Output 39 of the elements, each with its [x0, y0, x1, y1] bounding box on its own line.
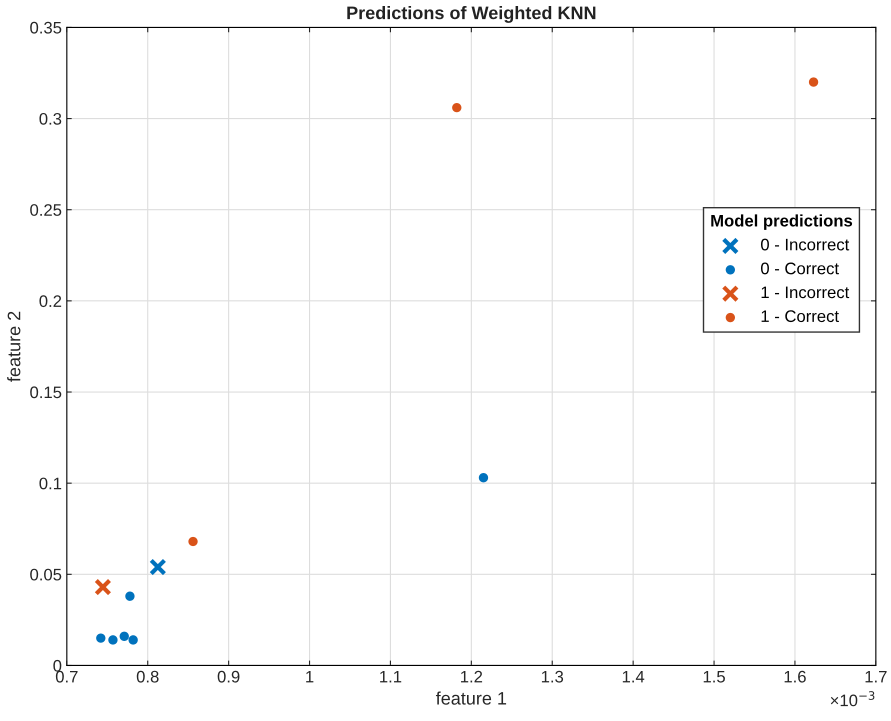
x-tick-label: 1.7 [866, 670, 887, 682]
y-tick-label: 0.3 [39, 112, 62, 125]
x-tick-label: 1.1 [380, 670, 402, 682]
x-tick-label: 0.7 [56, 670, 78, 683]
y-tick-label: 0.1 [39, 478, 62, 490]
point [452, 102, 462, 112]
x-tick-label: 1 [306, 670, 314, 682]
text: ×10$^{−3}$ [830, 691, 874, 706]
legend-label: 1 - Incorrect [762, 286, 850, 298]
x-tick-label: 1.6 [784, 670, 806, 683]
point [808, 77, 818, 87]
x-tick-label: 1.5 [704, 670, 725, 683]
y-tick-label: 0.35 [30, 22, 62, 34]
chart-title: Predictions of Weighted KNN [347, 6, 596, 23]
point [94, 578, 112, 596]
y-tick-label: 0 [53, 660, 62, 672]
x-tick-label: 1.3 [542, 670, 564, 683]
x-tick-label: 0.8 [136, 670, 159, 683]
point [149, 558, 167, 576]
point [188, 536, 198, 546]
y-tick-label: 0.05 [30, 568, 62, 581]
point [125, 592, 135, 601]
point [478, 473, 488, 482]
point [128, 635, 138, 645]
x-axis-title: feature 1 [436, 691, 506, 705]
legend-label: 0 - Incorrect [760, 238, 850, 250]
x-tick-label: 0.9 [218, 670, 240, 683]
point [108, 635, 118, 645]
y-tick-label: 0.15 [30, 386, 62, 398]
x-tick-label: 1.4 [622, 670, 644, 682]
y-tick-label: 0.25 [30, 204, 62, 216]
x-tick-label: 1.2 [461, 670, 482, 682]
point [120, 632, 129, 641]
legend-title: Model predictions [711, 214, 852, 230]
y-tick-label: 0.2 [39, 295, 62, 308]
point [96, 633, 106, 643]
y-axis-title: feature 2 [7, 312, 20, 382]
legend-label: 1 - Correct [762, 310, 839, 322]
legend-label: 0 - Correct [760, 262, 839, 274]
